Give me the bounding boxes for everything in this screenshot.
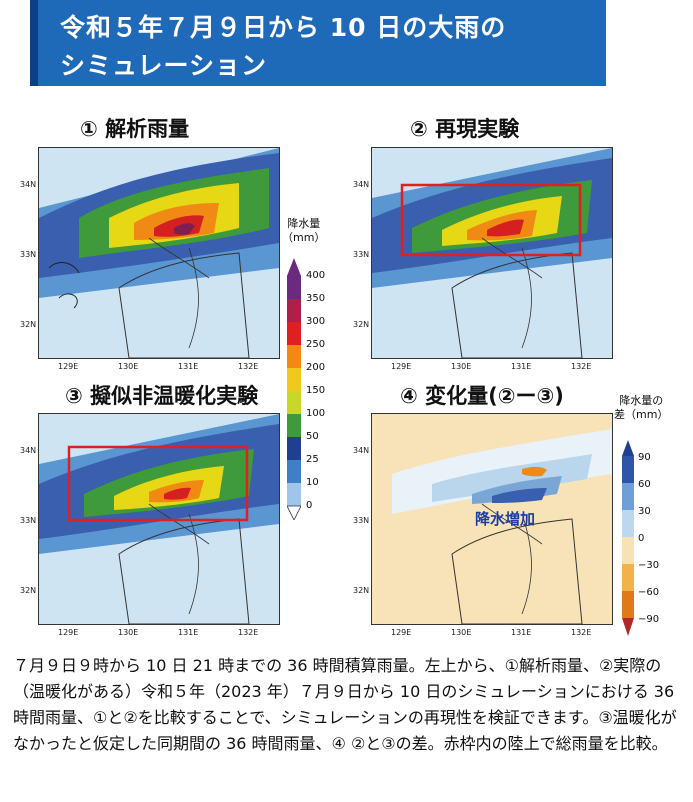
precip-level-200: 200 (306, 362, 326, 373)
lat-32n-p1: 32N (20, 320, 37, 329)
title-banner: 令和５年７月９日から 10 日の大雨の シミュレーション (30, 0, 606, 86)
lon-132e-p3: 132E (238, 628, 259, 637)
lat-33n-p2: 33N (353, 250, 370, 259)
lat-32n-p3: 32N (20, 586, 37, 595)
diff-legend-title: 降水量の 差（mm） (614, 394, 669, 421)
lon-132e-p4: 132E (571, 628, 592, 637)
precip-level-10: 10 (306, 477, 319, 488)
lat-34n-p4: 34N (353, 446, 370, 455)
lon-130e-p1: 130E (118, 362, 139, 371)
panel-title-difference: ④ 変化量(②ー③) (400, 384, 564, 408)
lon-130e-p2: 130E (451, 362, 472, 371)
diff-level-neg90: −90 (638, 614, 660, 625)
lat-33n-p1: 33N (20, 250, 37, 259)
lon-129e-p4: 129E (391, 628, 412, 637)
diff-colorbar (622, 440, 634, 636)
increase-annotation: 降水増加 (475, 510, 536, 528)
diff-level-60: 60 (638, 479, 651, 490)
precip-level-0: 0 (306, 500, 313, 511)
map-reproduction-experiment (371, 147, 613, 359)
precip-level-25: 25 (306, 454, 319, 465)
lon-131e-p2: 131E (511, 362, 532, 371)
lon-132e-p1: 132E (238, 362, 259, 371)
lon-129e-p2: 129E (391, 362, 412, 371)
lat-34n-p1: 34N (20, 180, 37, 189)
map-analysis-rainfall (38, 147, 280, 359)
figure-caption: ７月９日９時から 10 日 21 時までの 36 時間積算雨量。左上から、①解析… (13, 653, 683, 757)
panel-title-analysis: ① 解析雨量 (80, 117, 190, 141)
lon-131e-p3: 131E (178, 628, 199, 637)
precip-level-400: 400 (306, 270, 326, 281)
lon-129e-p1: 129E (58, 362, 79, 371)
comparison-region-box (400, 183, 582, 257)
diff-level-30: 30 (638, 506, 651, 517)
precip-level-50: 50 (306, 431, 319, 442)
lon-130e-p3: 130E (118, 628, 139, 637)
lat-32n-p4: 32N (353, 586, 370, 595)
lon-131e-p1: 131E (178, 362, 199, 371)
lon-129e-p3: 129E (58, 628, 79, 637)
diff-level-90: 90 (638, 452, 651, 463)
lat-34n-p3: 34N (20, 446, 37, 455)
diff-level-neg30: −30 (638, 560, 660, 571)
precip-legend-title: 降水量 （mm） (282, 217, 326, 244)
panel-title-reproduction: ② 再現実験 (410, 117, 520, 141)
caption-text: ７月９日９時から 10 日 21 時までの 36 時間積算雨量。左上から、①解析… (13, 656, 677, 753)
title-line-1: 令和５年７月９日から 10 日の大雨の (60, 13, 507, 42)
title-line-2: シミュレーション (60, 51, 268, 80)
banner-accent-stripe (30, 0, 38, 86)
map-pseudo-nonwarming-experiment (38, 413, 280, 625)
lon-132e-p2: 132E (571, 362, 592, 371)
lat-33n-p4: 33N (353, 516, 370, 525)
precip-level-150: 150 (306, 385, 326, 396)
panel-title-pseudo-nonwarming: ③ 擬似非温暖化実験 (65, 384, 259, 408)
precip-level-350: 350 (306, 293, 326, 304)
lat-34n-p2: 34N (353, 180, 370, 189)
map-difference: 降水増加 (371, 413, 613, 625)
lat-33n-p3: 33N (20, 516, 37, 525)
lon-130e-p4: 130E (451, 628, 472, 637)
diff-level-neg60: −60 (638, 587, 660, 598)
comparison-region-box (67, 445, 249, 522)
diff-level-0: 0 (638, 533, 645, 544)
precip-level-300: 300 (306, 316, 326, 327)
precip-level-250: 250 (306, 339, 326, 350)
precip-level-100: 100 (306, 408, 326, 419)
lat-32n-p2: 32N (353, 320, 370, 329)
lon-131e-p4: 131E (511, 628, 532, 637)
precip-colorbar (287, 258, 301, 520)
